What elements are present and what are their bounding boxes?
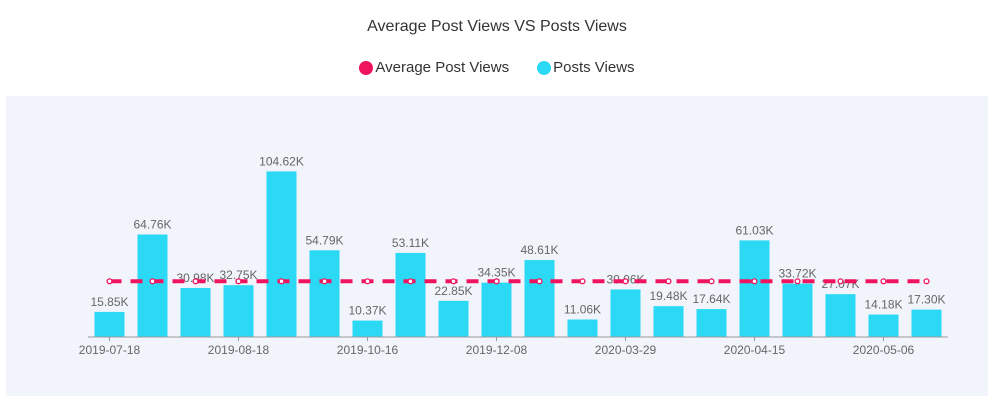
average-point bbox=[751, 278, 758, 285]
average-point bbox=[837, 278, 844, 285]
x-tick-label: 2019-10-16 bbox=[337, 343, 399, 357]
bar-value-label: 15.85K bbox=[90, 295, 128, 309]
legend-marker-average-post-views bbox=[359, 60, 374, 75]
average-point bbox=[364, 278, 371, 285]
bar-value-label: 61.03K bbox=[735, 223, 773, 237]
bar-posts-views bbox=[94, 311, 125, 337]
bar-value-label: 104.62K bbox=[259, 154, 304, 168]
bar-value-label: 22.85K bbox=[434, 284, 472, 298]
bar-posts-views bbox=[438, 300, 469, 337]
chart-title: Average Post Views VS Posts Views bbox=[367, 18, 627, 35]
legend-label-posts-views: Posts Views bbox=[553, 59, 635, 76]
average-point bbox=[708, 278, 715, 285]
average-point bbox=[622, 278, 629, 285]
bar-value-label: 11.06K bbox=[564, 302, 601, 316]
bar-posts-views bbox=[653, 306, 684, 337]
legend-item-posts-views[interactable]: Posts Views bbox=[537, 59, 635, 76]
average-point bbox=[665, 278, 672, 285]
bar-posts-views bbox=[309, 250, 340, 337]
legend-item-average-post-views[interactable]: Average Post Views bbox=[359, 59, 509, 76]
bar-value-label: 14.18K bbox=[864, 298, 902, 312]
average-point bbox=[321, 278, 328, 285]
average-point bbox=[106, 278, 113, 285]
x-tick-label: 2020-05-06 bbox=[853, 343, 915, 357]
x-tick-label: 2019-07-18 bbox=[79, 343, 141, 357]
bar-posts-views bbox=[395, 252, 426, 337]
bar-posts-views bbox=[352, 320, 383, 337]
average-point bbox=[192, 278, 199, 285]
average-point bbox=[493, 278, 500, 285]
bar-value-label: 17.30K bbox=[907, 293, 945, 307]
bar-value-label: 34.35K bbox=[477, 266, 515, 280]
bar-value-label: 19.48K bbox=[649, 289, 687, 303]
bar-posts-views bbox=[223, 285, 254, 337]
average-point bbox=[278, 278, 285, 285]
bar-posts-views bbox=[524, 260, 555, 337]
average-point bbox=[407, 278, 414, 285]
average-point bbox=[536, 278, 543, 285]
bar-value-label: 54.79K bbox=[305, 233, 343, 247]
legend-marker-posts-views bbox=[537, 60, 552, 75]
plot-area bbox=[6, 96, 988, 396]
bar-value-label: 33.72K bbox=[778, 267, 816, 281]
bar-posts-views bbox=[739, 240, 770, 337]
bar-posts-views bbox=[481, 282, 512, 337]
bar-value-label: 53.11K bbox=[392, 236, 429, 250]
x-tick-label: 2019-12-08 bbox=[466, 343, 528, 357]
bar-posts-views bbox=[868, 314, 899, 337]
bar-posts-views bbox=[610, 289, 641, 337]
x-tick-label: 2020-03-29 bbox=[595, 343, 657, 357]
average-point bbox=[235, 278, 242, 285]
bar-posts-views bbox=[911, 309, 942, 337]
average-point bbox=[923, 278, 930, 285]
legend: Average Post Views Posts Views bbox=[0, 59, 994, 76]
average-point bbox=[579, 278, 586, 285]
x-tick-label: 2019-08-18 bbox=[208, 343, 270, 357]
legend-label-average-post-views: Average Post Views bbox=[375, 59, 510, 76]
bar-posts-views bbox=[266, 171, 297, 337]
bar-value-label: 17.64K bbox=[692, 292, 730, 306]
bar-posts-views bbox=[567, 319, 598, 337]
bar-posts-views bbox=[825, 294, 856, 337]
bar-posts-views bbox=[180, 287, 211, 337]
bar-posts-views bbox=[782, 283, 813, 337]
bar-posts-views bbox=[696, 309, 727, 337]
bar-value-label: 64.76K bbox=[133, 218, 171, 232]
average-point bbox=[794, 278, 801, 285]
average-point bbox=[149, 278, 156, 285]
bar-value-label: 32.75K bbox=[219, 268, 257, 282]
bar-value-label: 10.37K bbox=[348, 304, 386, 318]
average-point bbox=[450, 278, 457, 285]
x-tick-label: 2020-04-15 bbox=[724, 343, 786, 357]
bar-value-label: 48.61K bbox=[520, 243, 558, 257]
average-point bbox=[880, 278, 887, 285]
bar-posts-views bbox=[137, 234, 168, 337]
